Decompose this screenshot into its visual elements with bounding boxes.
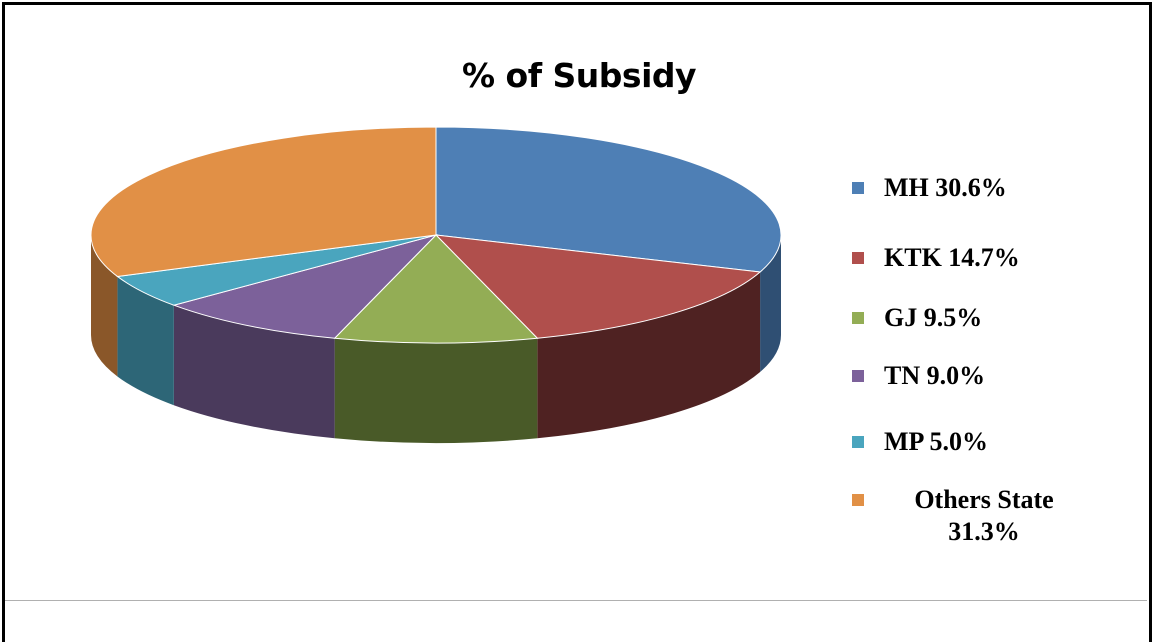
pie-side-others-state (91, 235, 118, 377)
legend-label-others-state: Others State 31.3% (914, 485, 1054, 546)
pie-top-faces (90, 126, 782, 344)
plot-area-divider (5, 600, 1147, 601)
legend-swatch-gj (852, 312, 864, 324)
pie-side-walls (91, 235, 781, 444)
pie-side-gj (334, 338, 538, 444)
legend-label-gj: GJ 9.5% (884, 303, 983, 332)
legend-item-others-state: Others State 31.3% (852, 484, 1084, 548)
legend-label-mh: MH 30.6% (884, 173, 1007, 202)
legend-item-gj: GJ 9.5% (852, 302, 1084, 334)
legend-item-tn: TN 9.0% (852, 360, 1084, 392)
legend-item-ktk: KTK 14.7% (852, 242, 1084, 274)
legend-label-ktk: KTK 14.7% (884, 243, 1020, 272)
pie-side-mp (117, 276, 174, 406)
legend-swatch-mh (852, 182, 864, 194)
legend-swatch-tn (852, 370, 864, 382)
chart-title: % of Subsidy (461, 56, 697, 95)
pie-slice-gj (333, 234, 539, 344)
pie-side-mh (760, 235, 781, 373)
pie-slice-others-state (90, 126, 437, 277)
legend-label-tn: TN 9.0% (884, 361, 986, 390)
legend-swatch-ktk (852, 252, 864, 264)
legend-swatch-others-state (852, 494, 864, 506)
legend-swatch-mp (852, 436, 864, 448)
legend-item-mh: MH 30.6% (852, 172, 1084, 204)
pie-side-ktk (537, 272, 761, 439)
pie-slice-mh (435, 126, 782, 273)
legend-item-mp: MP 5.0% (852, 426, 1084, 458)
pie-slice-ktk (434, 234, 762, 339)
pie-side-tn (173, 305, 335, 439)
legend-label-mp: MP 5.0% (884, 427, 988, 456)
pie-slice-tn (172, 234, 438, 339)
